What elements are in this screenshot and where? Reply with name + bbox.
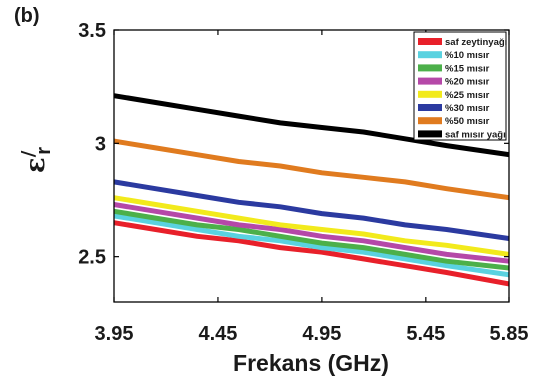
- legend-label: saf mısır yağı: [445, 129, 506, 140]
- legend-items: saf zeytinyağı %10 mısır %15 mısır %20 mısı…: [418, 37, 507, 140]
- y-axis-title-text: ε/r: [18, 147, 55, 173]
- legend-label: saf zeytinyağı: [445, 37, 507, 48]
- series-line-7: [113, 138, 510, 201]
- y-tick-label: 3.5: [78, 20, 106, 42]
- legend-swatch: [418, 77, 442, 85]
- x-tick-label: 4.95: [302, 323, 341, 345]
- legend-item-2: %10 mısır: [418, 50, 490, 61]
- series-line-1: [113, 220, 510, 287]
- legend-label: %25 mısır: [445, 90, 490, 101]
- x-tick-label: 5.45: [406, 323, 445, 345]
- series-line-3: [113, 208, 510, 271]
- tick-layer: 3.95 4.45 4.95 5.45 5.85 2.5 3 3.5: [78, 20, 528, 345]
- legend-label: %30 mısır: [445, 103, 490, 114]
- legend-swatch: [418, 130, 442, 138]
- legend-item-6: %30 mısır: [418, 103, 490, 114]
- series-line-5: [113, 195, 510, 257]
- legend-swatch: [418, 104, 442, 111]
- legend-swatch: [418, 117, 442, 125]
- legend-item-4: %20 mısır: [418, 77, 490, 88]
- legend-swatch: [418, 51, 442, 59]
- legend-item-5: %25 mısır: [418, 90, 490, 101]
- series-line-8: [113, 93, 510, 158]
- legend-label: %10 mısır: [445, 50, 490, 61]
- y-axis-title: ε/r: [18, 147, 55, 173]
- legend-label: %50 mısır: [445, 116, 490, 127]
- legend-swatch: [418, 38, 442, 45]
- x-axis-title: Frekans (GHz): [233, 350, 389, 376]
- legend: saf zeytinyağı %10 mısır %15 mısır %20 mısı…: [413, 31, 507, 141]
- plot-frame: [113, 29, 510, 303]
- legend-label: %15 mısır: [445, 63, 490, 74]
- series-line-2: [113, 213, 510, 278]
- legend-swatch: [418, 64, 442, 72]
- y-tick-label: 2.5: [78, 247, 106, 269]
- series-line-6: [113, 179, 510, 241]
- legend-label: %20 mısır: [445, 77, 490, 88]
- series-layer: [113, 93, 510, 287]
- legend-swatch: [418, 90, 442, 98]
- panel-label: (b): [14, 5, 40, 27]
- legend-item-8: saf mısır yağı: [418, 129, 506, 140]
- x-tick-label: 5.85: [490, 323, 529, 345]
- series-line-4: [113, 202, 510, 264]
- x-tick-label: 3.95: [95, 323, 134, 345]
- legend-item-7: %50 mısır: [418, 116, 490, 127]
- y-tick-label: 3: [95, 133, 106, 155]
- legend-item-3: %15 mısır: [418, 63, 490, 74]
- x-tick-label: 4.45: [198, 323, 237, 345]
- legend-item-1: saf zeytinyağı: [418, 37, 507, 48]
